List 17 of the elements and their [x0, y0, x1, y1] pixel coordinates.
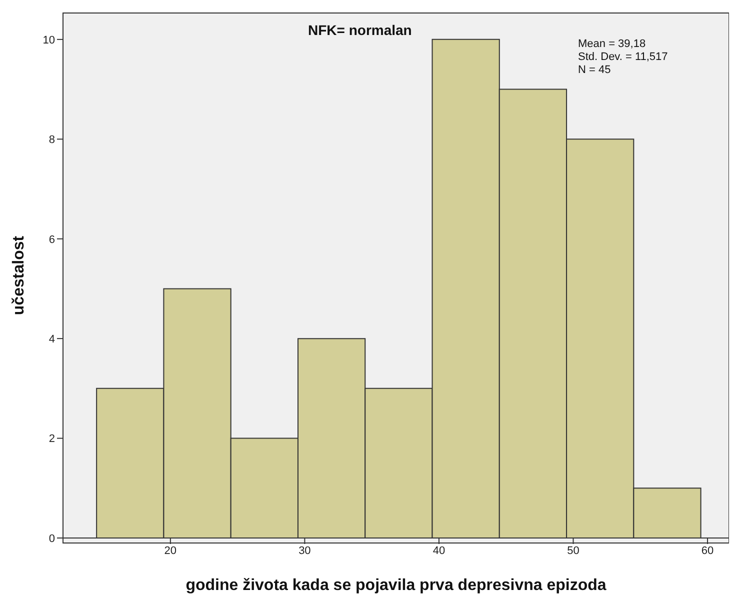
annotation: Mean = 39,18: [578, 38, 647, 51]
y-axis-title: učestalost: [10, 235, 28, 316]
y-tick-label: 10: [42, 34, 55, 46]
annotation: Std. Dev. = 11,517: [578, 51, 668, 64]
annotation: N = 45: [578, 64, 612, 77]
x-tick-label: 30: [298, 544, 311, 557]
x-tick-label: 40: [432, 544, 446, 557]
y-tick-label: 6: [48, 234, 55, 246]
text: NFK= normalan: [308, 22, 412, 38]
y-tick-label: 2: [48, 433, 55, 446]
y-tick-label: 4: [48, 333, 55, 346]
y-tick-label: 8: [48, 134, 55, 146]
x-tick-label: 60: [701, 544, 714, 557]
x-tick-label: 20: [164, 544, 177, 557]
x-tick-label: 50: [567, 544, 580, 557]
y-tick-label: 0: [48, 532, 55, 545]
x-axis-title: godine života kada se pojavila prva depresivna epizoda: [186, 577, 606, 594]
